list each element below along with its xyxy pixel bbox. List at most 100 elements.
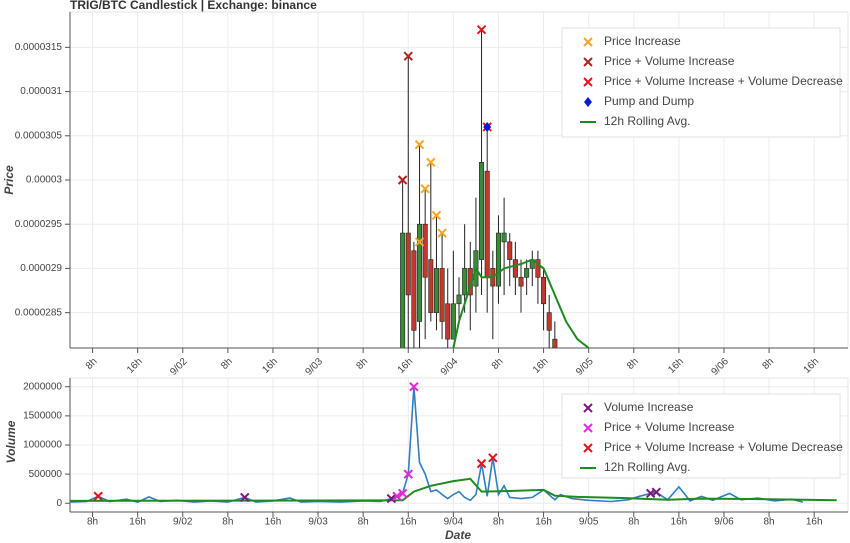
legend-label: Volume Increase xyxy=(604,400,694,414)
y-tick-label: 0.000031 xyxy=(20,86,62,97)
x-tick-label: 9/06 xyxy=(714,517,734,528)
rolling-avg-line xyxy=(452,258,590,348)
signal-marker xyxy=(426,157,436,168)
signal-marker xyxy=(651,487,662,497)
legend-box xyxy=(561,393,841,479)
signal-marker xyxy=(420,184,430,194)
signal-marker xyxy=(488,453,498,463)
candle-body xyxy=(411,250,417,331)
x-tick-label: 16h xyxy=(125,356,145,376)
candle-body xyxy=(518,276,524,287)
y-tick-label: 1500000 xyxy=(23,411,62,422)
x-tick-label: 16h xyxy=(671,517,688,528)
x-tick-label: 16h xyxy=(802,356,822,376)
candle-body xyxy=(535,259,541,278)
x-tick-label: 9/03 xyxy=(308,517,328,528)
candle-body xyxy=(456,294,462,305)
plot-layer xyxy=(397,24,590,348)
candle-body xyxy=(400,232,406,348)
candle-body xyxy=(484,170,490,278)
signal-marker xyxy=(437,228,447,238)
x-tick-label: 8h xyxy=(760,356,776,372)
signal-marker xyxy=(431,210,442,221)
legend-glyph xyxy=(583,37,593,47)
x-tick-label: 16h xyxy=(400,517,417,528)
x-tick-label: 8h xyxy=(628,517,639,528)
signal-marker xyxy=(476,24,487,35)
x-axis-label: Date xyxy=(445,528,471,542)
x-tick-label: 9/04 xyxy=(444,517,464,528)
y-tick-label: 2000000 xyxy=(23,381,62,392)
x-tick-label: 8h xyxy=(87,517,98,528)
chart-title: TRIG/BTC Candlestick | Exchange: binance xyxy=(70,0,317,12)
signal-marker xyxy=(414,237,425,247)
x-tick-label: 9/02 xyxy=(173,517,193,528)
signal-marker xyxy=(409,382,419,392)
legend-glyph xyxy=(583,423,593,433)
y-tick-label: 1000000 xyxy=(23,440,62,451)
legend-label: Price Increase xyxy=(604,34,681,48)
x-tick-label: 8h xyxy=(625,356,641,372)
signal-marker xyxy=(403,469,413,479)
candle-body xyxy=(507,241,513,260)
plot-layer xyxy=(70,382,837,504)
candle-body xyxy=(445,303,451,340)
candle-body xyxy=(501,232,507,243)
candle-body xyxy=(512,259,518,278)
legend-label: 12h Rolling Avg. xyxy=(604,114,691,128)
signal-marker xyxy=(476,458,487,469)
legend-glyph xyxy=(583,403,593,413)
signal-marker xyxy=(392,491,402,501)
legend-label: Price + Volume Increase xyxy=(604,420,735,434)
x-tick-label: 16h xyxy=(531,356,551,376)
x-tick-label: 8h xyxy=(355,356,371,372)
candle-body xyxy=(495,232,501,287)
candle-body xyxy=(552,338,558,348)
legend-glyph xyxy=(583,443,593,453)
y-axis-label: Price xyxy=(2,165,16,195)
x-tick-label: 9/04 xyxy=(439,356,461,378)
y-tick-label: 0.0000315 xyxy=(15,42,63,53)
signal-marker xyxy=(414,139,425,150)
candle-body xyxy=(433,268,439,313)
legend-label: Pump and Dump xyxy=(604,94,694,108)
candle-body xyxy=(462,268,468,296)
x-tick-label: 16h xyxy=(265,517,282,528)
candle-body xyxy=(405,232,411,296)
x-tick-label: 16h xyxy=(666,356,686,376)
x-tick-label: 9/02 xyxy=(168,356,190,378)
x-tick-label: 8h xyxy=(222,517,233,528)
candle-body xyxy=(546,312,552,331)
x-tick-label: 16h xyxy=(129,517,146,528)
legend-label: Price + Volume Increase + Volume Decreas… xyxy=(604,74,843,88)
y-tick-label: 0.000029 xyxy=(20,263,62,274)
x-tick-label: 8h xyxy=(358,517,369,528)
legend-glyph xyxy=(583,57,593,67)
signal-marker xyxy=(397,488,408,499)
y-tick-label: 500000 xyxy=(29,469,63,480)
y-tick-label: 0.0000285 xyxy=(15,307,63,318)
signal-marker xyxy=(397,175,408,185)
rolling-avg-line xyxy=(70,477,837,502)
x-tick-label: 9/06 xyxy=(709,356,731,378)
candle-body xyxy=(541,276,547,305)
legend-label: Price + Volume Increase + Volume Decreas… xyxy=(604,440,843,454)
x-tick-label: 16h xyxy=(806,517,823,528)
candle-body xyxy=(450,303,456,340)
legend-glyph xyxy=(584,97,592,107)
legend-label: 12h Rolling Avg. xyxy=(604,460,691,474)
x-tick-label: 8h xyxy=(219,356,235,372)
x-tick-label: 9/05 xyxy=(579,517,599,528)
signal-marker xyxy=(93,491,103,501)
x-tick-label: 8h xyxy=(764,517,775,528)
legend-box xyxy=(561,27,841,138)
x-tick-label: 16h xyxy=(396,356,416,376)
x-tick-label: 16h xyxy=(260,356,280,376)
x-tick-label: 16h xyxy=(535,517,552,528)
x-tick-label: 9/03 xyxy=(304,356,326,378)
x-tick-label: 9/05 xyxy=(574,356,596,378)
y-tick-label: 0.0000305 xyxy=(15,130,63,141)
candle-body xyxy=(479,162,485,260)
signal-marker xyxy=(386,493,397,504)
